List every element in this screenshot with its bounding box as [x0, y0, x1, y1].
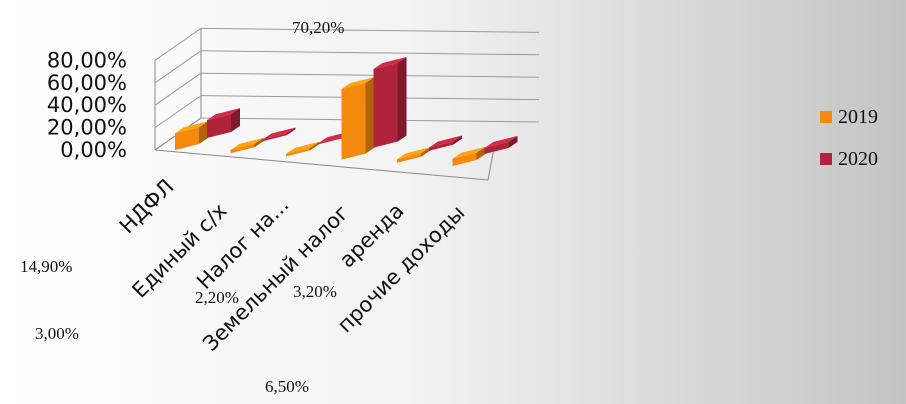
bar-front-2019 [397, 153, 421, 163]
bar-side-2019 [421, 147, 430, 157]
bar-top-2019 [397, 147, 430, 160]
bar-side-2019 [365, 77, 375, 154]
bar-front-2019 [230, 143, 255, 154]
gridline-back [200, 50, 540, 56]
gridline-back [200, 72, 540, 78]
data-labels: 70,20% 14,90% 2,20% 3,20% 3,00% 6,50% [20, 18, 344, 396]
bar-side-2020 [231, 108, 240, 132]
bar-front-2020 [262, 133, 287, 142]
bar-front-2019 [452, 152, 477, 166]
bar-front-2020 [207, 114, 231, 138]
bar-top-2019 [230, 137, 264, 150]
y-tick-label: 60,00% [47, 71, 127, 95]
gridline-back [200, 27, 540, 33]
bar-front-2020 [484, 141, 509, 154]
legend-label-2020: 2020 [838, 147, 878, 170]
x-tick-label: НДФЛ [115, 175, 179, 239]
bar-top-2019 [175, 121, 208, 134]
bar-front-2019 [341, 83, 366, 160]
bar-front-2020 [318, 137, 342, 145]
bar-top-2020 [373, 56, 407, 69]
y-tick-label: 20,00% [47, 116, 127, 140]
y-tick-label: 80,00% [47, 48, 127, 72]
chart-legend: 2019 2020 [820, 96, 878, 180]
data-label: 14,90% [20, 257, 72, 276]
bar-top-2020 [262, 127, 296, 140]
bar-side-2020 [508, 135, 518, 148]
bar-top-2020 [484, 135, 518, 148]
bar-side-2019 [310, 141, 319, 151]
bar-front-2020 [429, 141, 453, 151]
bar-side-2019 [199, 121, 208, 144]
gridline-side [154, 72, 202, 106]
data-label: 3,20% [293, 282, 337, 301]
bar-front-2019 [286, 147, 310, 157]
bar-side-2019 [476, 146, 486, 160]
bar-side-2020 [286, 127, 296, 136]
data-label: 3,00% [35, 324, 79, 343]
legend-item-2019: 2019 [820, 96, 878, 138]
bar-top-2020 [207, 108, 240, 121]
bar-side-2020 [397, 56, 407, 142]
data-label: 70,20% [292, 18, 344, 37]
bar-side-2020 [453, 135, 462, 145]
bar-top-2020 [429, 135, 462, 148]
y-tick-label: 0,00% [60, 138, 127, 162]
data-label: 6,50% [265, 377, 309, 396]
bar-front-2019 [175, 127, 199, 150]
floor-edge [154, 147, 495, 181]
y-tick-label: 40,00% [47, 93, 127, 117]
y-axis-ticks: 80,00%60,00%40,00%20,00%0,00% [47, 48, 127, 162]
legend-label-2019: 2019 [838, 105, 878, 128]
bar-top-2019 [341, 77, 375, 90]
bar-top-2019 [286, 141, 319, 154]
bar-side-2019 [254, 137, 264, 148]
gridline-side [154, 50, 202, 84]
legend-swatch-2020 [820, 153, 832, 165]
data-label: 2,20% [195, 288, 239, 307]
bar-top-2019 [452, 146, 486, 159]
bar-front-2020 [373, 62, 398, 148]
chart-bars [175, 56, 518, 166]
gridline-side [154, 27, 202, 61]
legend-swatch-2019 [820, 111, 832, 123]
gridline-side [154, 95, 202, 129]
legend-item-2020: 2020 [820, 138, 878, 180]
